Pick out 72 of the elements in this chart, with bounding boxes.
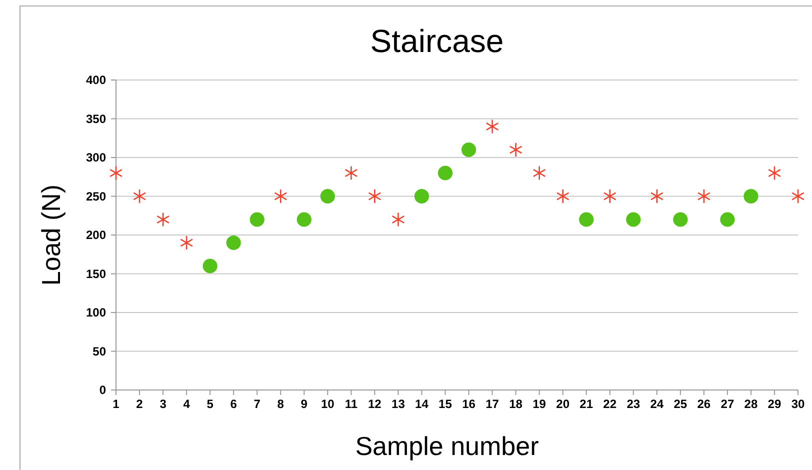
x-tick-label: 6 — [230, 397, 238, 411]
x-tick-label: 28 — [744, 397, 758, 411]
x-tick-label: 10 — [320, 397, 335, 411]
x-tick-label: 12 — [368, 397, 382, 411]
y-tick-label: 100 — [86, 306, 106, 320]
point — [579, 212, 594, 227]
point — [344, 166, 358, 180]
x-tick-label: 1 — [112, 397, 120, 411]
x-tick-label: 15 — [438, 397, 452, 411]
point — [603, 188, 616, 204]
point — [461, 142, 476, 158]
x-tick-label: 16 — [462, 397, 476, 411]
point — [226, 235, 241, 250]
y-tick-label: 50 — [92, 344, 106, 358]
point — [320, 188, 335, 204]
x-tick-label: 25 — [674, 397, 688, 411]
point — [556, 188, 570, 204]
x-tick-label: 30 — [791, 397, 805, 411]
point — [744, 188, 758, 204]
x-tick-label: 21 — [580, 397, 594, 411]
point — [720, 212, 735, 227]
x-tick-label: 29 — [768, 397, 782, 411]
point — [438, 166, 453, 180]
x-tick-label: 8 — [277, 397, 284, 411]
point — [673, 212, 688, 227]
x-tick-label: 5 — [206, 397, 214, 411]
point — [180, 235, 194, 250]
point — [202, 258, 218, 274]
x-tick-label: 17 — [486, 397, 500, 411]
x-tick-label: 7 — [254, 397, 261, 411]
x-tick-label: 26 — [697, 397, 711, 411]
x-tick-label: 9 — [300, 397, 308, 411]
point — [296, 212, 312, 227]
point — [626, 212, 641, 227]
x-tick-label: 2 — [136, 397, 144, 411]
x-tick-label: 19 — [532, 397, 546, 411]
x-tick-label: 22 — [603, 397, 617, 411]
point — [368, 188, 382, 204]
point — [486, 119, 499, 134]
point — [132, 188, 146, 204]
point — [650, 188, 664, 204]
y-tick-label: 250 — [86, 189, 106, 204]
point — [414, 188, 430, 204]
x-tick-label: 23 — [626, 397, 640, 411]
point — [532, 166, 546, 180]
chart-title: Staircase — [370, 23, 504, 59]
y-tick-label: 400 — [86, 73, 106, 88]
point — [509, 142, 522, 158]
x-tick-label: 13 — [392, 397, 406, 411]
x-tick-label: 11 — [344, 397, 358, 411]
point — [768, 166, 782, 180]
x-tick-label: 20 — [556, 397, 570, 411]
x-tick-label: 3 — [160, 397, 167, 411]
y-tick-label: 200 — [86, 228, 106, 242]
point — [250, 212, 264, 227]
point — [274, 188, 288, 204]
y-tick-label: 350 — [86, 112, 106, 126]
y-tick-label: 150 — [86, 266, 106, 281]
x-axis-title: Sample number — [355, 431, 540, 461]
x-tick-label: 18 — [509, 397, 523, 411]
x-tick-label: 27 — [720, 397, 734, 411]
point — [791, 188, 805, 204]
y-tick-label: 300 — [86, 150, 106, 165]
point — [392, 212, 405, 227]
point — [697, 188, 710, 204]
x-tick-label: 14 — [415, 397, 429, 411]
x-tick-label: 4 — [183, 397, 190, 411]
x-tick-label: 24 — [650, 397, 664, 411]
point — [109, 166, 123, 180]
y-axis-title: Load (N) — [36, 184, 66, 286]
point — [156, 212, 170, 227]
y-tick-label: 0 — [99, 383, 106, 398]
